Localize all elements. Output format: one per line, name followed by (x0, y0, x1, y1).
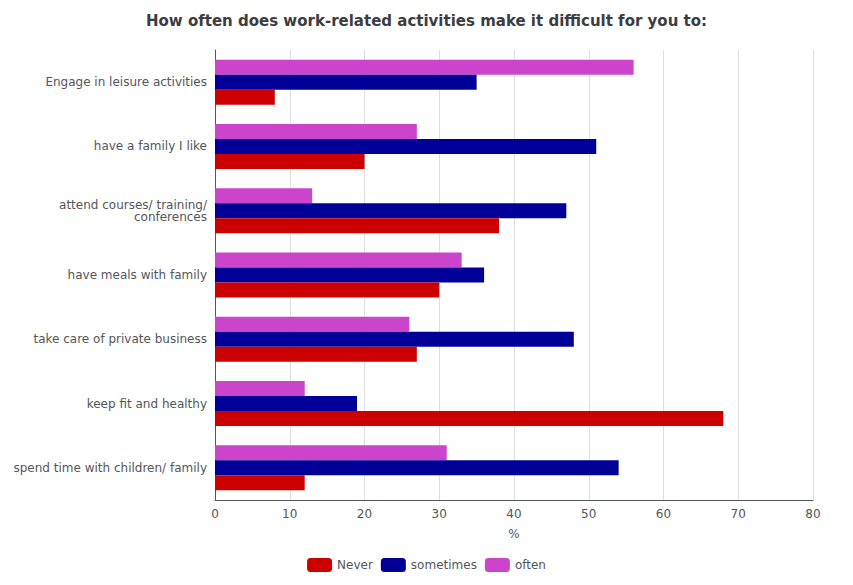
svg-text:0: 0 (211, 507, 219, 521)
svg-text:20: 20 (357, 507, 372, 521)
svg-text:spend time with children/ fami: spend time with children/ family (13, 461, 207, 475)
svg-text:70: 70 (731, 507, 746, 521)
svg-text:often: often (515, 558, 546, 572)
svg-text:take care of private business: take care of private business (33, 332, 207, 346)
svg-text:60: 60 (656, 507, 671, 521)
svg-text:sometimes: sometimes (411, 558, 477, 572)
svg-text:have meals with family: have meals with family (68, 268, 207, 282)
svg-text:keep fit and healthy: keep fit and healthy (87, 397, 207, 411)
svg-text:have a family I like: have a family I like (94, 139, 207, 153)
svg-text:Engage in leisure activities: Engage in leisure activities (45, 75, 207, 89)
svg-text:50: 50 (581, 507, 596, 521)
svg-text:Never: Never (337, 558, 373, 572)
svg-text:40: 40 (506, 507, 521, 521)
svg-text:conferences: conferences (126, 210, 207, 224)
svg-text:80: 80 (805, 507, 820, 521)
svg-text:30: 30 (432, 507, 447, 521)
svg-text:attend courses/ training/: attend courses/ training/ (59, 197, 207, 212)
svg-text:How often does work-related ac: How often does work-related activities m… (146, 12, 707, 30)
svg-text:%: % (508, 527, 519, 541)
svg-text:10: 10 (282, 507, 297, 521)
